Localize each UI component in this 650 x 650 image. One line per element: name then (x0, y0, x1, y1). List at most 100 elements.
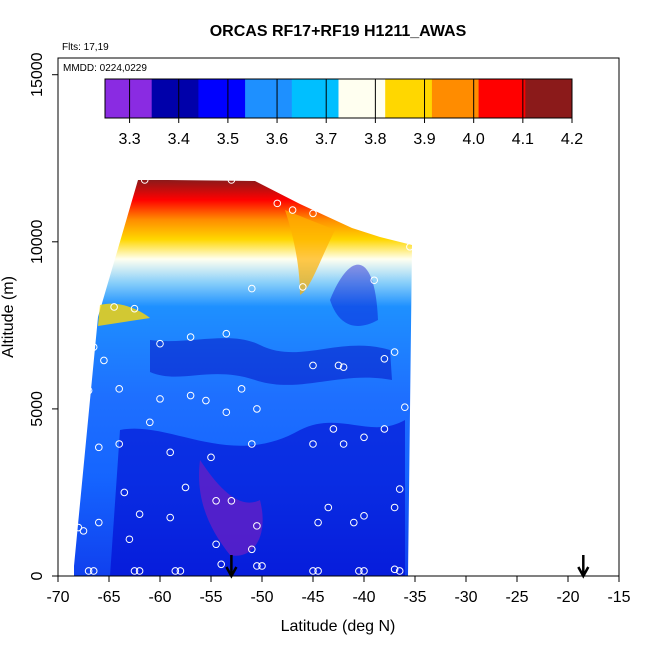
x-tick-label: -65 (97, 589, 120, 606)
flights-annotation: Flts: 17,19 (62, 42, 109, 53)
x-tick-label: -30 (454, 589, 477, 606)
colorbar-tick-label: 3.6 (266, 131, 288, 148)
sample-marker (140, 176, 149, 184)
sample-marker (222, 408, 231, 417)
latitude-arrows (225, 555, 590, 579)
sample-marker (171, 567, 180, 575)
y-axis: 0 5000 10000 15000 (29, 52, 58, 580)
sample-marker (186, 391, 195, 400)
sample-marker (380, 354, 389, 363)
sample-marker (314, 567, 322, 575)
sample-marker (89, 567, 98, 575)
arrow-head (577, 566, 590, 579)
colorbar-segment (291, 79, 339, 118)
sample-marker (186, 333, 195, 341)
sample-marker (89, 343, 98, 351)
x-tick-label: -40 (352, 589, 375, 606)
colorbar-tick-labels: 3.3 3.4 3.5 3.6 3.7 3.8 3.9 4.0 4.1 4.2 (118, 131, 583, 148)
sample-marker (64, 567, 72, 575)
sample-marker (79, 527, 88, 535)
colorbar-segment (385, 79, 433, 118)
colorbar-tick-label: 3.7 (315, 131, 337, 148)
sample-marker (334, 361, 343, 370)
sample-marker (309, 361, 317, 370)
sample-marker (64, 562, 72, 570)
sample-marker (390, 348, 399, 356)
sample-marker (299, 283, 307, 291)
sample-marker (212, 497, 220, 505)
sample-marker (74, 445, 83, 453)
chart-title: ORCAS RF17+RF19 H1211_AWAS (210, 23, 467, 40)
colorbar-tick-label: 3.9 (413, 131, 435, 148)
sample-marker (115, 385, 123, 393)
sample-marker (288, 206, 297, 214)
dark-band-right (330, 264, 378, 326)
sample-marker (166, 513, 174, 522)
sample-marker (227, 497, 236, 505)
sample-marker (309, 567, 317, 575)
sample-marker (360, 433, 368, 442)
sample-marker (273, 199, 282, 208)
sample-marker (360, 512, 368, 520)
x-tick-label: -20 (556, 589, 579, 606)
arrow-head (225, 566, 238, 579)
sample-marker (395, 485, 404, 493)
sample-marker (329, 425, 338, 433)
x-tick-label: -50 (250, 589, 273, 606)
sample-marker (248, 545, 256, 554)
date-annotation: MMDD: 0224,0229 (63, 63, 147, 74)
heatmap-field (74, 180, 412, 576)
x-axis: -70 -65 -60 -55 -50 -45 -40 -35 -30 -25 -20 -15 (46, 576, 631, 606)
sample-marker (181, 483, 190, 492)
sample-marker (324, 503, 333, 512)
y-tick-label: 5000 (29, 391, 46, 427)
sample-marker (314, 518, 322, 527)
sample-marker (217, 560, 225, 569)
sample-marker (95, 443, 103, 452)
sample-marker (176, 567, 185, 575)
sample-marker (380, 425, 389, 433)
x-tick-label: -15 (607, 589, 630, 606)
sample-marker (135, 567, 144, 575)
sample-marker (222, 329, 231, 338)
colorbar-segment (478, 79, 526, 118)
sample-marker (84, 386, 93, 395)
sample-marker (355, 567, 363, 575)
x-tick-label: -45 (301, 589, 324, 606)
sample-marker (146, 418, 154, 427)
sample-marker (202, 396, 210, 405)
sample-marker (156, 395, 164, 403)
colorbar-segment (105, 79, 153, 118)
x-tick-label: -25 (505, 589, 528, 606)
sample-marker (258, 562, 266, 570)
y-tick-label: 15000 (29, 52, 46, 97)
sample-marker (95, 518, 103, 527)
dark-band-lower (110, 420, 405, 576)
y-tick-label: 0 (29, 571, 46, 580)
warm-patch-left (98, 303, 150, 326)
colorbar-tick-label: 3.3 (118, 131, 140, 148)
sample-marker (248, 284, 256, 293)
sample-marker (135, 510, 144, 518)
sample-marker (130, 304, 139, 313)
sample-marker (339, 363, 348, 371)
sample-marker (125, 535, 134, 544)
plot-frame (57, 57, 620, 577)
sample-marker (350, 518, 358, 527)
colorbar-tick-label: 4.1 (512, 131, 534, 148)
colorbar-segment (245, 79, 293, 118)
sample-marker (309, 440, 317, 448)
colorbar-tick-label: 3.4 (168, 131, 190, 148)
sample-markers (64, 176, 414, 575)
sample-marker (227, 176, 236, 184)
y-tick-label: 10000 (29, 219, 46, 264)
sample-marker (253, 522, 261, 530)
sample-marker (370, 276, 379, 285)
warm-tongue (285, 210, 335, 295)
sample-marker (237, 385, 246, 393)
colorbar-tick-label: 4.2 (561, 131, 583, 148)
colorbar-tick-label: 3.5 (217, 131, 239, 148)
sample-marker (166, 448, 174, 457)
x-axis-label: Latitude (deg N) (281, 618, 396, 635)
